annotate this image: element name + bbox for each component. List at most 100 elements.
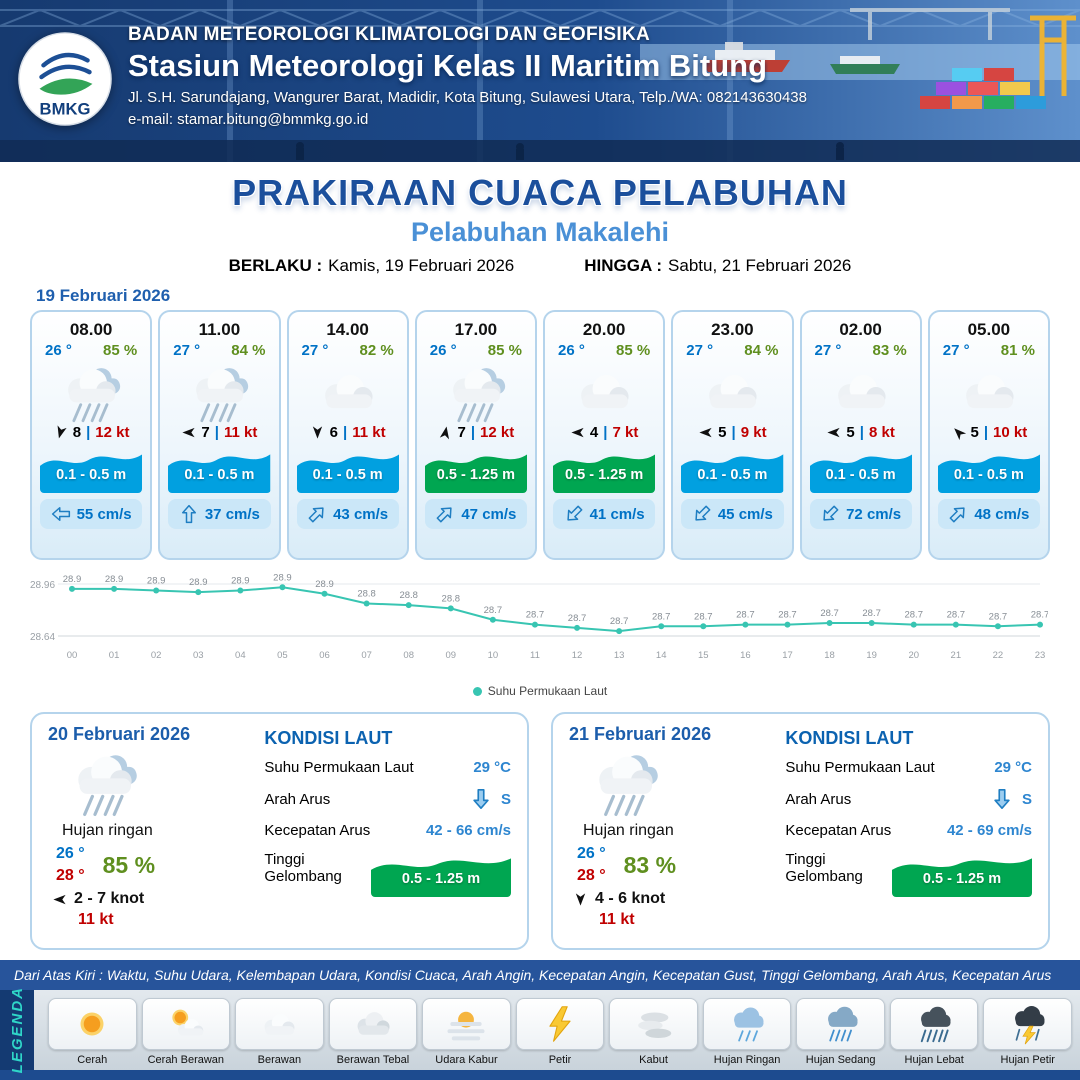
- forecast-time: 20.00: [582, 320, 626, 339]
- temp-humidity-row: 26 ° 85 %: [37, 340, 145, 359]
- legend-item-label: Cerah Berawan: [147, 1054, 225, 1066]
- daily-weather-column: 20 Februari 2026 Hujan ringan 26 ° 28 ° …: [48, 724, 256, 938]
- svg-text:28.7: 28.7: [989, 611, 1008, 622]
- wave-shape: [937, 454, 1040, 493]
- svg-text:28.8: 28.8: [442, 593, 461, 604]
- current-speed-range: 42 - 66 cm/s: [425, 822, 511, 839]
- separator: |: [86, 424, 91, 441]
- sea-conditions-heading: KONDISI LAUT: [785, 728, 914, 748]
- current-direction-icon: [51, 507, 70, 521]
- svg-text:28.64: 28.64: [30, 632, 55, 643]
- bmkg-logo: BMKG: [16, 30, 114, 128]
- svg-text:28.7: 28.7: [526, 610, 545, 621]
- weather-icon: [310, 359, 386, 423]
- wind-direction-icon: [699, 427, 712, 438]
- legend-item-label: Kabut: [639, 1054, 668, 1066]
- daily-wind-range: 4 - 6 knot: [595, 890, 666, 907]
- station-name: Stasiun Meteorologi Kelas II Maritim Bit…: [128, 48, 768, 83]
- header-text: BADAN METEOROLOGI KLIMATOLOGI DAN GEOFIS…: [128, 0, 1080, 128]
- wind-speed: 7: [201, 424, 210, 441]
- legend-item-label: Hujan Petir: [1000, 1054, 1055, 1066]
- forecast-time: 23.00: [711, 320, 754, 339]
- legend-item: Kabut: [609, 998, 698, 1066]
- svg-text:28.96: 28.96: [30, 580, 55, 591]
- air-temp: 27 °: [942, 342, 970, 359]
- wave-shape: [40, 454, 143, 493]
- separator: |: [983, 424, 989, 441]
- legend-item: Hujan Petir: [983, 998, 1073, 1066]
- daily-date: 20 Februari 2026: [48, 724, 191, 744]
- current-direction-icon: [823, 505, 839, 521]
- wave-height: 0.1 - 0.5 m: [953, 467, 1024, 484]
- wave-height: 0.5 - 1.25 m: [401, 871, 481, 888]
- current-bar: 45 cm/s: [681, 499, 784, 529]
- hingga-value: Sabtu, 21 Februari 2026: [668, 256, 852, 275]
- temp-humidity-row: 26 ° 85 %: [550, 340, 658, 359]
- sea-label: Tinggi Gelombang: [264, 851, 342, 885]
- forecast-card: 02.00 27 ° 83 % 5 | 8 kt 0.1 - 0.5 m: [799, 310, 922, 560]
- wind-gust: 12 kt: [95, 424, 130, 441]
- wave-height-badge: 0.1 - 0.5 m: [937, 447, 1040, 493]
- legend-item-label: Berawan: [257, 1054, 302, 1066]
- sea-surface-temp: 29 °C: [994, 759, 1032, 776]
- legend-item-label: Hujan Ringan: [713, 1054, 781, 1066]
- sea-row-sst: Suhu Permukaan Laut 29 °C: [785, 759, 1032, 776]
- svg-text:11: 11: [530, 650, 540, 661]
- temp-min: 26 °: [577, 845, 606, 862]
- legend-weather-icon: [889, 998, 979, 1051]
- forecast-date: 19 Februari 2026: [36, 286, 171, 305]
- wave-height-badge: 0.5 - 1.25 m: [553, 447, 656, 493]
- daily-weather-column: 21 Februari 2026 Hujan ringan 26 ° 28 ° …: [569, 724, 777, 938]
- legend-weather-icon: [515, 998, 605, 1051]
- legend-weather-icon: [328, 998, 418, 1051]
- sea-row-current-dir: Arah Arus S: [785, 788, 1032, 810]
- wind-row: 7 | 11 kt: [181, 424, 257, 441]
- wind-direction-icon: [312, 426, 322, 439]
- current-direction-icon: [949, 507, 965, 523]
- current-bar: 37 cm/s: [168, 499, 271, 529]
- current-speed: 41 cm/s: [589, 505, 645, 523]
- svg-text:01: 01: [109, 650, 120, 661]
- daily-weather-icon: [48, 745, 256, 822]
- forecast-card: 14.00 27 ° 82 % 6 | 11 kt 0.1 - 0.5 m: [286, 310, 409, 560]
- svg-text:09: 09: [445, 650, 456, 661]
- svg-text:10: 10: [488, 650, 499, 661]
- sea-label: Kecepatan Arus: [264, 822, 371, 839]
- daily-wind-row: 2 - 7 knot: [52, 890, 256, 908]
- legend-title: LEGENDA: [8, 986, 26, 1074]
- svg-text:04: 04: [235, 650, 246, 661]
- wave-shape: [371, 858, 511, 897]
- legend-item-label: Cerah: [77, 1054, 108, 1066]
- air-temp: 27 °: [686, 342, 714, 359]
- legend-weather-icon: [141, 998, 231, 1051]
- wind-gust: 10 kt: [993, 424, 1028, 441]
- temp-humidity-row: 26 ° 85 %: [422, 340, 530, 359]
- daily-forecast-card: 20 Februari 2026 Hujan ringan 26 ° 28 ° …: [30, 712, 529, 950]
- daily-temps-row: 26 ° 28 ° 83 %: [577, 843, 777, 887]
- forecast-time: 17.00: [454, 320, 498, 339]
- svg-text:23: 23: [1035, 650, 1046, 661]
- legend-item: Petir: [515, 998, 605, 1066]
- separator: |: [603, 424, 608, 441]
- legend-item: Cerah Berawan: [141, 998, 231, 1066]
- current-speed: 48 cm/s: [974, 505, 1030, 523]
- title-block: PRAKIRAAN CUACA PELABUHAN Pelabuhan Maka…: [0, 162, 1080, 276]
- humidity: 85 %: [616, 342, 651, 359]
- sea-label: Arah Arus: [785, 790, 852, 808]
- berlaku-label: BERLAKU :: [228, 256, 323, 275]
- page-title: PRAKIRAAN CUACA PELABUHAN: [232, 172, 848, 213]
- sea-row-wave: Tinggi Gelombang 0.5 - 1.25 m: [264, 851, 511, 897]
- svg-text:08: 08: [403, 650, 414, 661]
- legend-item-label: Berawan Tebal: [336, 1054, 410, 1066]
- wave-shape: [681, 454, 784, 493]
- svg-text:18: 18: [824, 650, 835, 661]
- current-speed: 43 cm/s: [333, 505, 389, 523]
- separator: |: [214, 424, 219, 441]
- svg-text:28.7: 28.7: [610, 616, 629, 627]
- humidity: 85 %: [103, 342, 138, 359]
- svg-text:28.7: 28.7: [1031, 610, 1048, 621]
- legend-item: Cerah: [48, 998, 137, 1066]
- wind-gust: 12 kt: [480, 424, 515, 441]
- harbor-illustration: [0, 0, 1080, 162]
